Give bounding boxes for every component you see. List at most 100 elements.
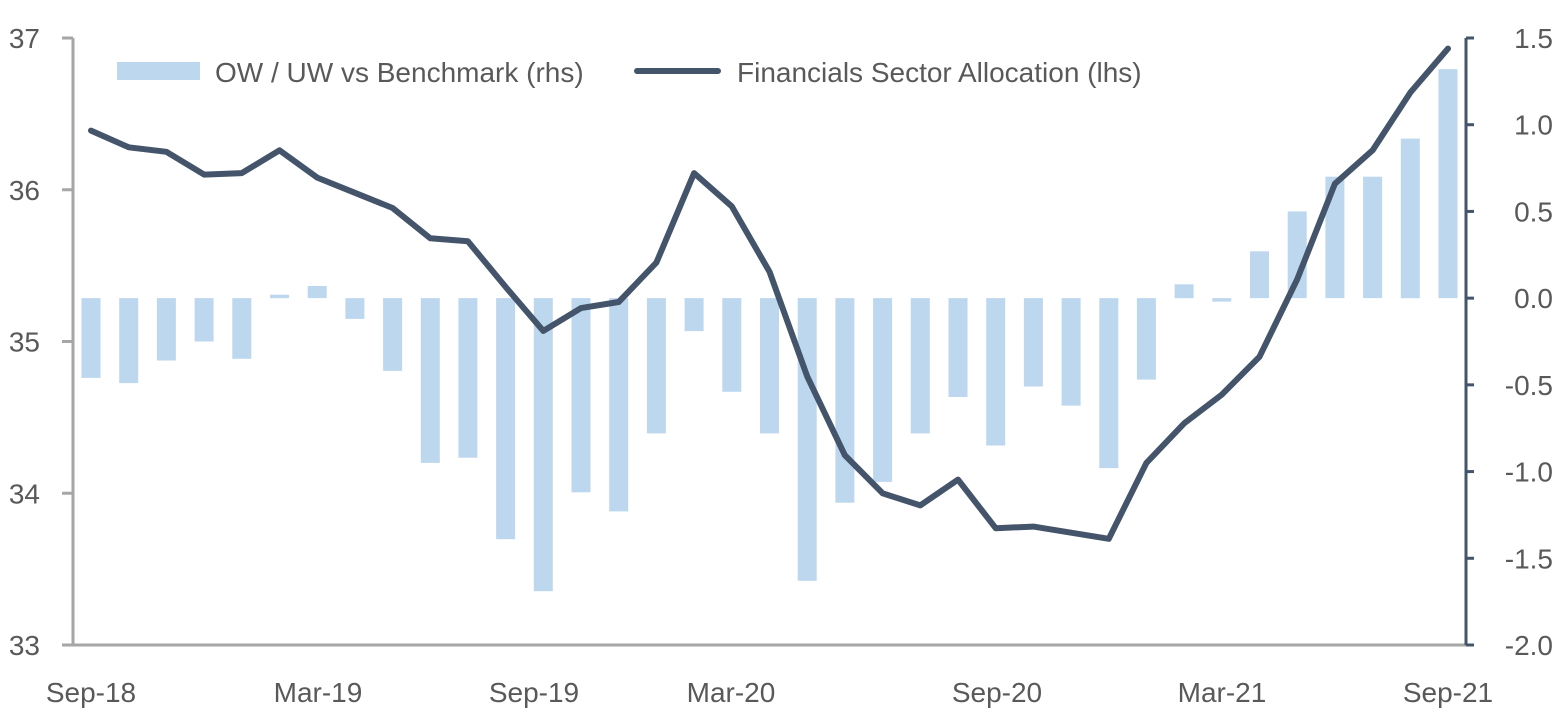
bar-Dec-19	[646, 298, 666, 434]
left-tick-label: 34	[9, 478, 40, 509]
line-point-Jul-19	[467, 241, 468, 242]
bar-Mar-21	[1212, 298, 1232, 302]
bar-Nov-19	[609, 298, 629, 512]
line-point-Feb-21	[1184, 423, 1185, 424]
line-point-Aug-20	[958, 479, 959, 480]
x-tick-label: Mar-20	[687, 677, 776, 708]
line-point-Feb-20	[731, 206, 732, 207]
legend-label-bar: OW / UW vs Benchmark (rhs)	[215, 57, 584, 88]
left-tick-label: 37	[9, 23, 40, 54]
right-tick-label: -2.0	[1505, 630, 1553, 661]
line-point-May-20	[844, 455, 845, 456]
bar-Feb-21	[1174, 284, 1194, 299]
line-point-Sep-19	[543, 330, 544, 331]
bar-Mar-20	[760, 298, 779, 434]
line-point-Jul-20	[920, 505, 921, 506]
financials-allocation-line	[88, 45, 1451, 542]
bar-Aug-20	[948, 298, 968, 397]
line-point-Jan-21	[1146, 462, 1147, 463]
line-point-Mar-20	[769, 271, 770, 272]
line-point-Jun-21	[1334, 183, 1335, 184]
line-series	[88, 45, 1451, 542]
bar-Feb-19	[270, 294, 289, 299]
line-point-Feb-19	[279, 150, 280, 151]
line-point-Jun-19	[430, 238, 431, 239]
line-point-Apr-21	[1259, 356, 1260, 357]
bar-Oct-19	[571, 298, 591, 493]
bar-Dec-20	[1099, 298, 1119, 469]
x-tick-label: Mar-19	[274, 677, 363, 708]
line-point-Oct-20	[1033, 526, 1034, 527]
x-axis-ticks: Sep-18 Mar-19 Sep-19 Mar-20 Sep-20 Mar-21 Sep-…	[46, 677, 1493, 708]
right-tick-label: 1.0	[1514, 110, 1553, 141]
line-point-Mar-21	[1221, 394, 1222, 395]
x-tick-label: Sep-19	[489, 677, 579, 708]
legend-label-line: Financials Sector Allocation (lhs)	[737, 57, 1142, 88]
bar-Aug-21	[1400, 138, 1420, 299]
right-tick-label: 1.5	[1514, 23, 1553, 54]
bar-Jun-21	[1325, 176, 1345, 299]
line-point-Jun-20	[882, 493, 883, 494]
bar-Jul-19	[458, 298, 478, 458]
bar-Sep-20	[986, 298, 1006, 446]
x-tick-label: Sep-21	[1403, 677, 1493, 708]
line-point-Dec-19	[656, 262, 657, 263]
line-point-Sep-21	[1448, 48, 1449, 49]
line-point-Jan-20	[694, 173, 695, 174]
bar-Oct-20	[1023, 298, 1043, 387]
line-point-Apr-19	[354, 192, 355, 193]
left-axis-ticks: 33 34 35 36 37	[9, 23, 73, 661]
line-point-Jan-19	[241, 173, 242, 174]
left-tick-label: 35	[9, 327, 40, 358]
bar-Sep-18	[81, 298, 101, 378]
bar-May-19	[383, 298, 403, 371]
bar-May-21	[1287, 211, 1307, 299]
bar-Aug-19	[496, 298, 516, 540]
line-point-Jul-21	[1372, 150, 1373, 151]
line-point-Dec-18	[204, 174, 205, 175]
line-point-Nov-20	[1071, 532, 1072, 533]
bar-Apr-21	[1250, 251, 1269, 299]
line-point-Aug-21	[1410, 92, 1411, 93]
right-tick-label: 0.5	[1514, 196, 1553, 227]
bar-Apr-20	[797, 298, 817, 581]
line-point-Mar-19	[317, 177, 318, 178]
line-point-Nov-18	[166, 151, 167, 152]
legend-swatch-bar	[117, 62, 200, 80]
line-point-May-21	[1297, 279, 1298, 280]
bar-Jan-19	[232, 298, 252, 359]
bar-Mar-19	[307, 286, 327, 299]
left-tick-label: 33	[9, 630, 40, 661]
line-point-Aug-19	[505, 286, 506, 287]
bar-Jul-20	[910, 298, 930, 434]
line-point-Sep-18	[91, 130, 92, 131]
left-tick-label: 36	[9, 175, 40, 206]
bar-Jan-21	[1136, 298, 1156, 380]
line-point-Nov-19	[618, 302, 619, 303]
line-point-Sep-20	[995, 528, 996, 529]
right-tick-label: -1.0	[1505, 457, 1553, 488]
x-tick-label: Sep-20	[952, 677, 1042, 708]
bar-Apr-19	[345, 298, 365, 319]
x-tick-label: Sep-18	[46, 677, 136, 708]
legend: OW / UW vs Benchmark (rhs) Financials Se…	[117, 57, 1142, 88]
x-tick-label: Mar-21	[1178, 677, 1267, 708]
right-axis-ticks: -2.0 -1.5 -1.0 -0.5 0.0 0.5 1.0 1.5	[1466, 23, 1553, 661]
right-tick-label: -0.5	[1505, 370, 1553, 401]
bar-Oct-18	[119, 298, 139, 384]
line-point-Dec-20	[1108, 538, 1109, 539]
bar-Dec-18	[194, 298, 214, 342]
bar-Sep-21	[1438, 69, 1458, 299]
bar-Nov-20	[1061, 298, 1081, 406]
bar-Jan-20	[684, 298, 704, 332]
right-tick-label: 0.0	[1514, 283, 1553, 314]
line-point-Oct-18	[128, 147, 129, 148]
line-point-Oct-19	[581, 308, 582, 309]
bar-May-20	[835, 298, 855, 503]
bar-Feb-20	[722, 298, 742, 392]
bar-Jul-21	[1363, 176, 1383, 299]
bar-series	[81, 69, 1458, 592]
bar-Jun-19	[420, 298, 440, 463]
line-point-May-19	[392, 208, 393, 209]
